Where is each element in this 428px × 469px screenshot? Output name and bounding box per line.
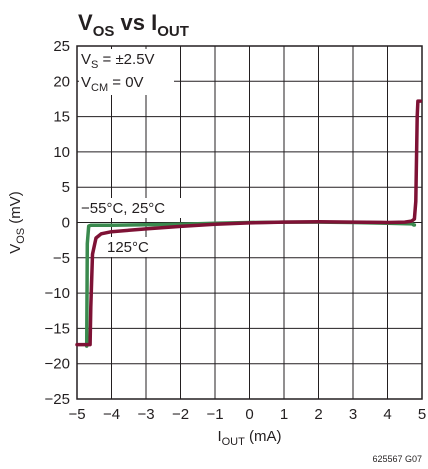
y-tick-label: 0	[62, 215, 70, 232]
x-tick-labels: −5 −4 −3 −2 −1 0 1 2 3 4 5	[68, 406, 426, 423]
y-tick-label: −10	[45, 285, 70, 302]
plot-frame	[76, 45, 423, 400]
y-tick-label: −20	[45, 356, 70, 373]
x-tick-label: −3	[137, 406, 154, 423]
x-tick-label: 3	[349, 406, 357, 423]
x-tick-label: 4	[383, 406, 391, 423]
x-tick-label: −5	[68, 406, 85, 423]
series-label-125c: 125°C	[107, 239, 149, 256]
x-tick-label: −4	[103, 406, 120, 423]
y-tick-label: 10	[53, 144, 70, 161]
y-axis-label: VOS (mV)	[7, 191, 27, 254]
x-tick-label: −1	[206, 406, 223, 423]
conditions-box	[79, 49, 174, 95]
y-tick-label: 15	[53, 109, 70, 126]
x-tick-label: 2	[314, 406, 322, 423]
x-axis-label: IOUT (mA)	[217, 428, 281, 448]
x-tick-label: −2	[172, 406, 189, 423]
condition-vs: VS = ±2.5V	[81, 51, 155, 71]
y-tick-label: −25	[45, 391, 70, 408]
y-tick-label: 20	[53, 73, 70, 90]
y-tick-label: 5	[62, 179, 70, 196]
chart-title: VOS vs IOUT	[78, 10, 189, 40]
y-tick-label: 25	[53, 38, 70, 55]
y-tick-label: −5	[53, 250, 70, 267]
series-line-series_b	[75, 99, 423, 347]
x-tick-label: 0	[245, 406, 253, 423]
series-group	[75, 99, 423, 348]
label-bg-series-b	[104, 237, 156, 257]
series-label-low-temp: −55°C, 25°C	[81, 200, 165, 217]
label-bg-series-a	[79, 198, 181, 218]
y-tick-labels: 25 20 15 10 5 0 −5 −10 −15 −20 −25	[45, 38, 70, 408]
x-tick-label: 1	[280, 406, 288, 423]
figure-id: 625567 G07	[372, 454, 422, 464]
y-tick-label: −15	[45, 320, 70, 337]
x-tick-label: 5	[418, 406, 426, 423]
condition-vcm: VCM = 0V	[81, 74, 144, 94]
